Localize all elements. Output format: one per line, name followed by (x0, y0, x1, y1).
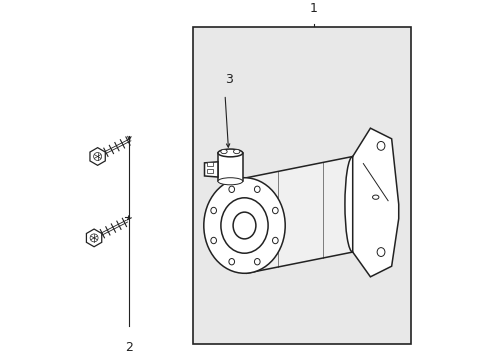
Ellipse shape (203, 178, 285, 273)
Polygon shape (86, 229, 102, 247)
Polygon shape (90, 148, 105, 165)
Polygon shape (246, 157, 352, 273)
Ellipse shape (233, 212, 255, 239)
Ellipse shape (218, 178, 242, 185)
Ellipse shape (372, 195, 378, 199)
Ellipse shape (344, 157, 360, 252)
Ellipse shape (90, 234, 98, 242)
Ellipse shape (210, 237, 216, 244)
Ellipse shape (210, 207, 216, 214)
Ellipse shape (254, 258, 260, 265)
Bar (206, 169, 213, 174)
Bar (206, 162, 213, 166)
Ellipse shape (254, 186, 260, 193)
Ellipse shape (228, 258, 234, 265)
Ellipse shape (272, 207, 278, 214)
Bar (218, 153, 242, 181)
Ellipse shape (228, 186, 234, 193)
Text: 2: 2 (125, 341, 133, 354)
Ellipse shape (376, 248, 384, 256)
Ellipse shape (272, 237, 278, 244)
Bar (193, 27, 410, 344)
Ellipse shape (233, 149, 240, 154)
Ellipse shape (218, 149, 242, 157)
Polygon shape (352, 128, 398, 277)
Ellipse shape (93, 153, 102, 161)
Text: 3: 3 (224, 73, 232, 86)
Ellipse shape (221, 198, 267, 253)
Polygon shape (204, 162, 218, 177)
Ellipse shape (221, 149, 227, 154)
Text: 1: 1 (309, 2, 317, 15)
Ellipse shape (376, 141, 384, 150)
